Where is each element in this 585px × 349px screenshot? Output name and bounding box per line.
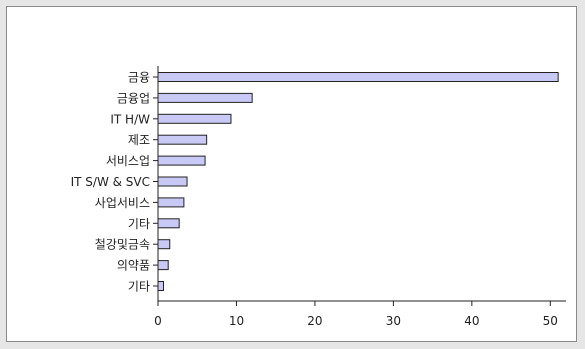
y-tick-label: 기타 [128, 280, 150, 294]
y-tick-label: 사업서비스 [95, 196, 150, 210]
bar [157, 72, 559, 82]
bar [157, 155, 206, 166]
x-tick-label: 40 [464, 314, 479, 328]
x-tick-label: 20 [307, 314, 322, 328]
x-tick-label: 10 [229, 314, 244, 328]
y-tick-label: IT H/W [110, 112, 150, 126]
bar [157, 218, 180, 229]
bar [157, 239, 171, 250]
x-tick-label: 30 [386, 314, 401, 328]
bar [157, 176, 188, 187]
y-tick-label: IT S/W & SVC [71, 175, 150, 189]
bar [157, 134, 208, 145]
bar [157, 92, 253, 103]
y-tick-label: 서비스업 [106, 154, 150, 168]
y-tick-label: 제조 [128, 133, 150, 147]
bar [157, 281, 164, 291]
bar [157, 197, 185, 208]
bar [157, 113, 232, 124]
y-tick-label: 금융업 [117, 91, 150, 105]
x-tick-label: 0 [154, 314, 162, 328]
y-tick-label: 철강및금속 [95, 238, 150, 252]
y-tick-label: 금융 [128, 71, 150, 85]
x-tick-label: 50 [543, 314, 558, 328]
y-tick-label: 기타 [128, 217, 150, 231]
y-tick-label: 의약품 [117, 258, 150, 273]
chart-frame [6, 6, 577, 342]
bar [157, 260, 169, 271]
